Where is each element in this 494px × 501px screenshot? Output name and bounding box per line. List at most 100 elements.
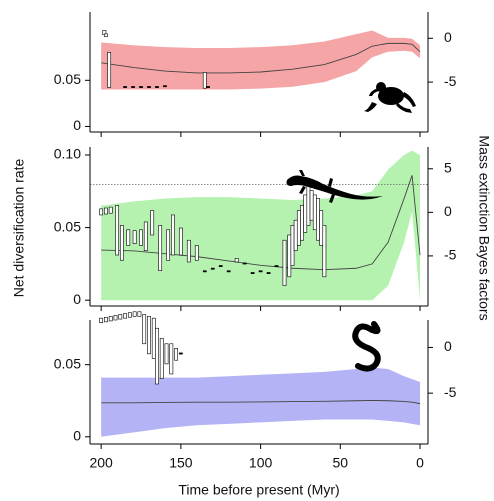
bayes-factor-box (274, 265, 279, 267)
bayes-factor-box (131, 86, 135, 88)
panel: 0 0.05 -5 0 (54, 12, 457, 137)
bayes-factor-box (258, 270, 263, 273)
bayes-factor-box (104, 33, 108, 37)
bayes-factor-box (306, 185, 311, 226)
bayes-factor-box (309, 190, 314, 221)
bayes-factor-box (137, 311, 142, 317)
y2-tick-label: 0 (444, 29, 452, 45)
bayes-factor-box (150, 210, 155, 236)
bayes-factor-box (123, 86, 127, 88)
y2-tick-label: -5 (444, 73, 457, 89)
y-tick-label: 0.05 (54, 71, 81, 87)
bayes-factor-box (178, 227, 183, 256)
bayes-factor-box (108, 206, 113, 214)
bayes-factor-box (132, 311, 137, 317)
bayes-factor-box (312, 194, 317, 231)
frog-icon (364, 82, 416, 113)
bayes-factor-box (290, 225, 295, 266)
bayes-factor-box (118, 314, 123, 320)
bayes-factor-box (126, 229, 131, 246)
panel: 0 0.05 -5 0 200 150 100 50 0 (54, 311, 457, 471)
bayes-factor-box (300, 205, 304, 241)
bayes-factor-box (104, 207, 108, 215)
bayes-factor-box (139, 86, 143, 88)
bayes-factor-box (171, 214, 175, 256)
bayes-factor-box (104, 316, 108, 323)
bayes-factor-box (123, 313, 127, 319)
median-rate-line (101, 400, 421, 405)
bayes-factor-box (202, 270, 207, 273)
y2-axis-title: Mass extinction Bayes factors (476, 135, 492, 320)
bayes-factor-box (115, 205, 120, 256)
confidence-band (101, 150, 421, 301)
bayes-factor-box (242, 262, 247, 265)
bayes-factor-box (250, 272, 255, 274)
bayes-factor-box (282, 239, 287, 286)
y2-tick-label: 0 (444, 338, 452, 354)
bayes-factor-box (226, 270, 231, 273)
bayes-factor-box (158, 225, 163, 272)
bayes-factor-box (159, 337, 164, 379)
bayes-factor-box (194, 245, 199, 261)
bayes-factor-box (164, 343, 169, 365)
bayes-factor-box (99, 317, 104, 324)
bayes-factor-box (147, 316, 151, 355)
bayes-factor-box (322, 225, 327, 278)
bayes-factor-box (210, 267, 215, 270)
lizard-icon (286, 170, 383, 203)
bayes-factor-box (206, 86, 210, 88)
bayes-factor-box (266, 272, 271, 274)
bayes-factor-box (147, 86, 151, 88)
bayes-factor-box (163, 85, 167, 88)
x-tick-label: 200 (89, 455, 113, 471)
bayes-factor-box (287, 234, 292, 278)
y-tick-label: 0.10 (54, 146, 81, 162)
y2-tick-label: 5 (444, 159, 452, 175)
y-tick-label: 0 (73, 291, 81, 307)
bayes-factor-box (296, 210, 301, 246)
bayes-factor-box (178, 352, 183, 355)
bayes-factor-box (174, 348, 178, 361)
y-tick-label: 0 (73, 117, 81, 133)
bayes-factor-box (169, 343, 174, 375)
panel: 0 0.05 0.10 -5 0 5 (54, 146, 457, 311)
bayes-factor-box (107, 51, 112, 88)
bayes-factor-box (186, 239, 191, 263)
y2-tick-label: -5 (444, 247, 457, 263)
bayes-factor-box (108, 316, 113, 322)
bayes-factor-box (127, 312, 132, 318)
bayes-factor-box (132, 230, 137, 245)
y-tick-label: 0 (73, 427, 81, 443)
bayes-factor-box (151, 317, 156, 359)
y2-tick-label: -5 (444, 384, 457, 400)
bayes-factor-box (99, 208, 104, 216)
bayes-factor-box (303, 194, 308, 233)
median-rate-line (101, 42, 421, 74)
x-tick-label: 100 (249, 455, 273, 471)
x-axis-title: Time before present (Myr) (178, 482, 339, 498)
bayes-factor-box (319, 210, 324, 246)
x-tick-label: 50 (333, 455, 349, 471)
bayes-factor-box (155, 86, 159, 88)
bayes-factor-box (155, 327, 159, 385)
confidence-band (101, 30, 421, 90)
y2-tick-label: 0 (444, 203, 452, 219)
bayes-factor-box (218, 265, 223, 267)
bayes-factor-box (234, 258, 239, 263)
median-rate-line (101, 175, 421, 271)
bayes-factor-box (142, 314, 147, 345)
bayes-factor-box (113, 315, 118, 321)
x-tick-label: 0 (416, 455, 424, 471)
y-tick-label: 0.05 (54, 218, 81, 234)
bayes-factor-box (202, 72, 207, 89)
bayes-factor-box (143, 221, 148, 251)
bayes-factor-box (166, 229, 171, 261)
snake-icon (352, 321, 381, 372)
x-tick-label: 150 (169, 455, 193, 471)
bayes-factor-box (316, 198, 320, 241)
bayes-factor-box (139, 229, 143, 246)
y-axis-title: Net diversification rate (11, 159, 27, 298)
bayes-factor-box (119, 225, 124, 261)
